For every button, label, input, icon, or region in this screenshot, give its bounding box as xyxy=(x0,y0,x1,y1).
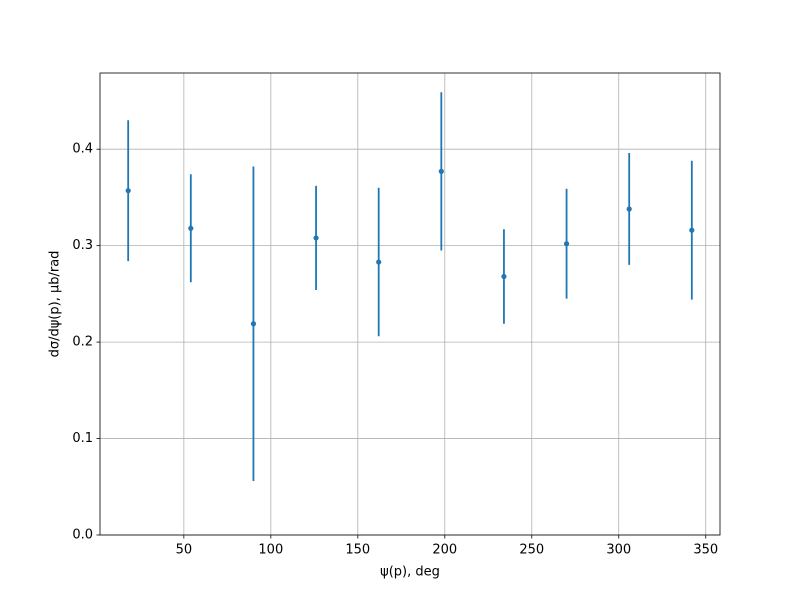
data-point xyxy=(626,206,632,212)
x-tick-label: 200 xyxy=(432,543,457,558)
data-point xyxy=(438,168,444,174)
x-tick-label: 350 xyxy=(693,543,718,558)
y-tick-label: 0.0 xyxy=(72,528,93,543)
x-tick-label: 150 xyxy=(345,543,370,558)
data-point xyxy=(250,321,257,327)
x-tick-label: 50 xyxy=(176,543,193,558)
data-point xyxy=(125,188,131,194)
y-tick-label: 0.3 xyxy=(72,238,93,253)
data-point xyxy=(188,225,194,231)
x-axis-label: ψ(p), deg xyxy=(380,565,440,580)
data-point xyxy=(313,235,319,241)
data-point xyxy=(563,241,570,247)
data-point xyxy=(689,227,695,233)
y-tick-label: 0.2 xyxy=(72,335,93,350)
x-tick-label: 250 xyxy=(519,543,544,558)
x-tick-label: 300 xyxy=(606,543,631,558)
y-tick-label: 0.4 xyxy=(72,142,93,157)
plot-frame xyxy=(99,72,721,536)
y-tick-label: 0.1 xyxy=(72,431,93,446)
data-point xyxy=(501,273,507,280)
data-point xyxy=(376,259,382,265)
x-tick-label: 100 xyxy=(258,543,283,558)
y-axis-label: dσ/dψ(p), μb/rad xyxy=(48,251,63,358)
